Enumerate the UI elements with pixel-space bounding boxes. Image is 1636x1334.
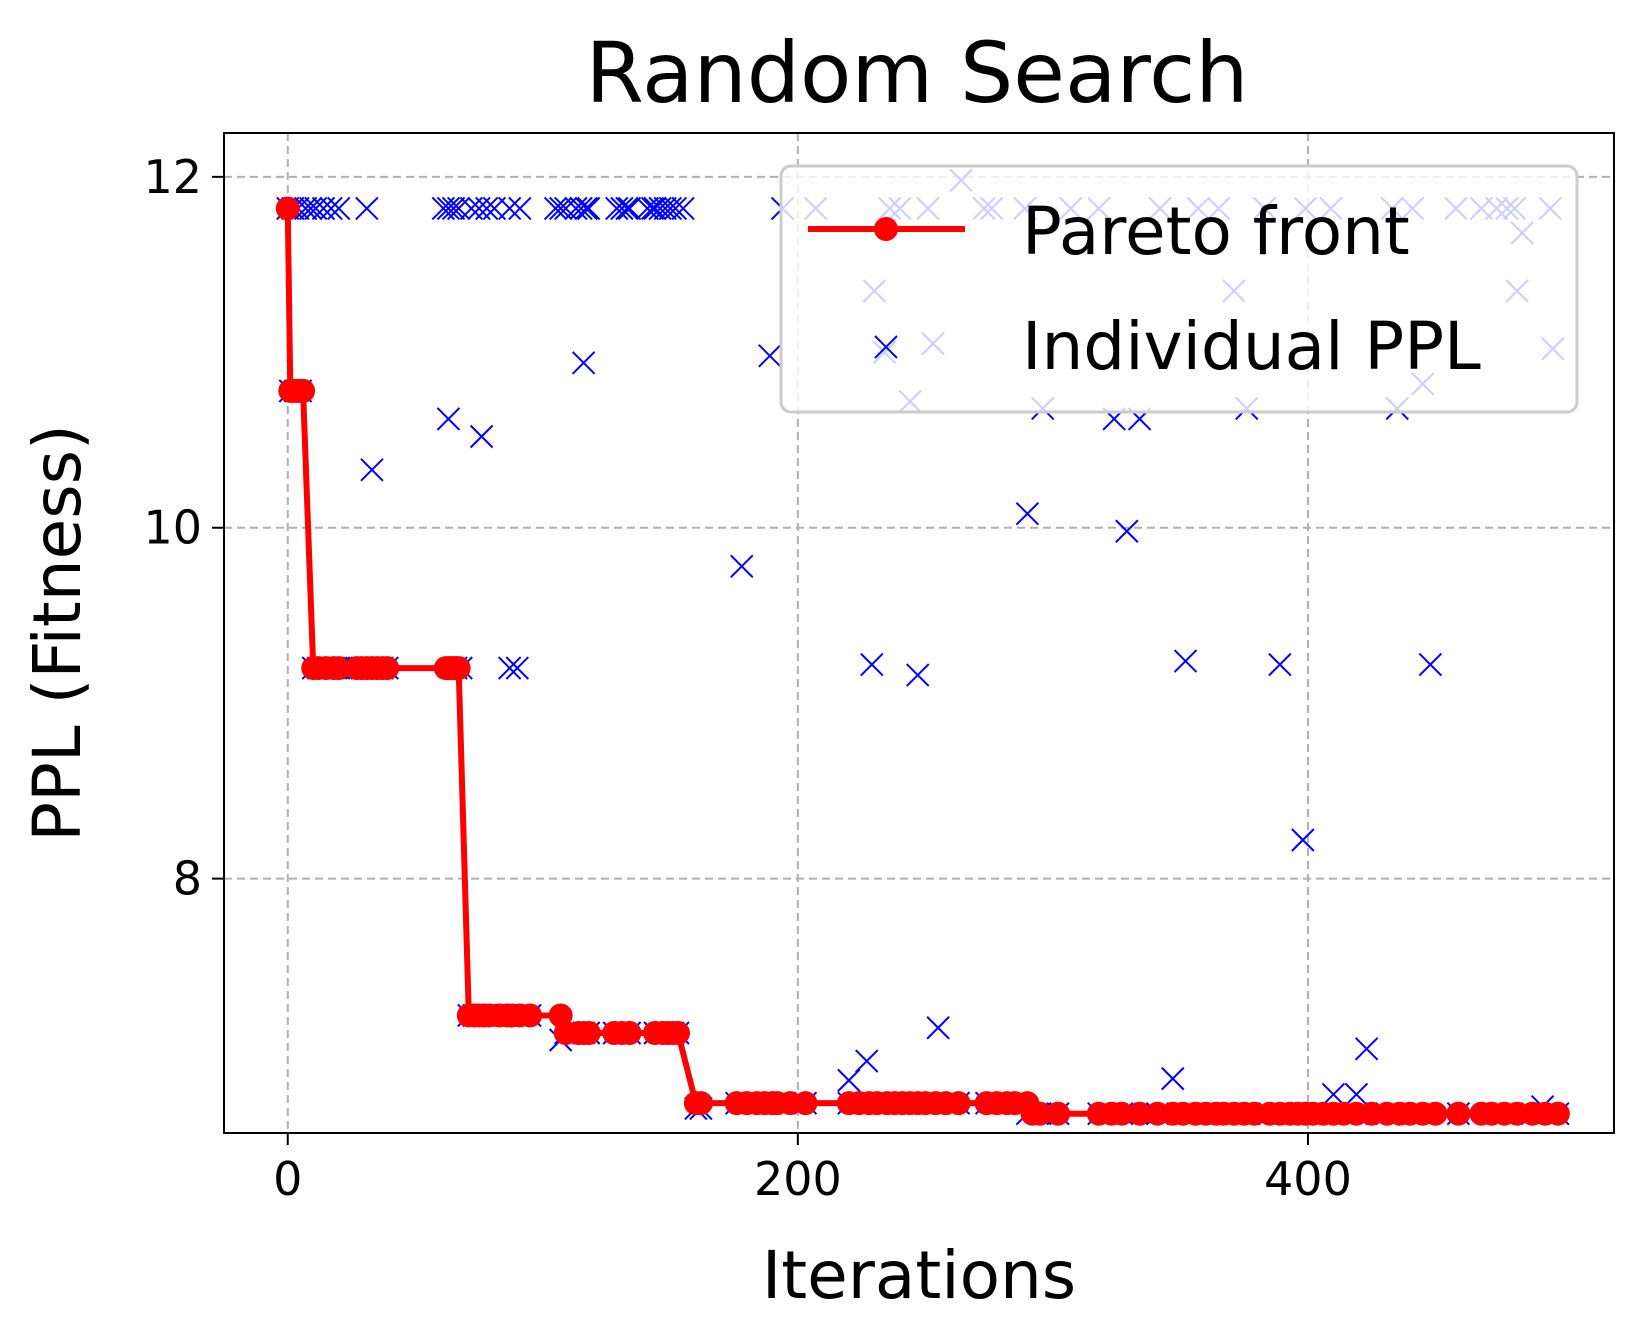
legend-pareto-label: Pareto front	[1022, 193, 1410, 270]
individual-ppl-point	[1173, 649, 1198, 673]
individual-ppl-point	[663, 196, 688, 221]
individual-ppl-point	[508, 196, 532, 221]
y-axis-label: PPL (Fitness)	[19, 424, 96, 841]
pareto-front-point	[1109, 1101, 1134, 1126]
x-axis-label: Iterations	[762, 1237, 1076, 1314]
pareto-front-point	[1127, 1101, 1152, 1126]
individual-ppl-point	[569, 196, 593, 221]
pareto-front-series	[275, 196, 1570, 1126]
pareto-front-point	[665, 1021, 690, 1045]
individual-ppl-point	[571, 351, 596, 375]
y-tick-label: 12	[143, 150, 202, 204]
legend-individual-label: Individual PPL	[1022, 308, 1481, 385]
legend: Pareto front Individual PPL	[779, 164, 1579, 414]
individual-ppl-point	[1268, 652, 1292, 677]
legend-pareto-marker	[874, 217, 898, 241]
legend-individual-marker	[874, 335, 898, 359]
pareto-front-point	[1545, 1101, 1570, 1126]
individual-ppl-point	[505, 656, 530, 680]
individual-ppl-point	[605, 196, 629, 221]
pareto-front-point	[1446, 1101, 1471, 1126]
individual-ppl-point	[355, 196, 379, 221]
pareto-front-point	[576, 1021, 601, 1045]
individual-ppl-point	[436, 196, 461, 221]
individual-ppl-point	[469, 424, 494, 449]
individual-ppl-point	[615, 196, 639, 221]
pareto-front-point	[1423, 1101, 1448, 1126]
individual-ppl-point	[1291, 828, 1315, 852]
pareto-front-point	[617, 1021, 642, 1045]
pareto-front-point	[518, 1003, 543, 1028]
individual-ppl-point	[1418, 652, 1443, 677]
pareto-front-point	[446, 656, 471, 681]
pareto-front-point	[1046, 1101, 1070, 1126]
individual-ppl-point	[837, 1068, 861, 1093]
individual-ppl-point	[671, 196, 695, 221]
individual-ppl-point	[1344, 1082, 1369, 1107]
individual-ppl-point	[1115, 519, 1139, 543]
pareto-front-point	[375, 656, 400, 681]
individual-ppl-point	[564, 196, 588, 221]
plot-frame	[223, 132, 1615, 1134]
individual-ppl-point	[926, 1016, 950, 1040]
x-tick-label: 0	[273, 1152, 302, 1206]
individual-ppl-point	[319, 196, 343, 221]
pareto-front-point	[688, 1091, 713, 1116]
individual-ppl-point	[730, 554, 754, 579]
y-tick-label: 10	[143, 501, 202, 555]
individual-ppl-point	[635, 196, 660, 221]
individual-ppl-point	[855, 1049, 879, 1073]
individual-ppl-point	[617, 196, 642, 221]
individual-ppl-point	[658, 196, 683, 221]
individual-ppl-point	[497, 196, 522, 221]
pareto-front-point	[1028, 1101, 1053, 1126]
x-tick-label: 400	[1264, 1152, 1352, 1206]
individual-ppl-point	[543, 196, 568, 221]
individual-ppl-point	[474, 196, 499, 221]
individual-ppl-point	[577, 196, 601, 221]
individual-ppl-point	[758, 344, 782, 368]
individual-ppl-point	[446, 196, 471, 221]
individual-ppl-point	[360, 458, 384, 482]
individual-ppl-point	[293, 196, 318, 221]
legend-box	[779, 164, 1579, 414]
individual-ppl-point	[1015, 501, 1040, 526]
y-axis-ticks: 8 10 12	[143, 150, 224, 906]
pareto-front-point	[793, 1091, 818, 1116]
individual-ppl-point	[610, 196, 634, 221]
individual-ppl-point	[860, 652, 884, 677]
individual-ppl-point	[436, 407, 461, 431]
individual-ppl-point	[441, 196, 466, 221]
individual-ppl-point	[574, 196, 598, 221]
chart-title: Random Search	[585, 24, 1248, 122]
x-tick-label: 200	[754, 1152, 842, 1206]
individual-ppl-point	[906, 663, 930, 687]
pareto-front-point	[291, 378, 316, 403]
individual-ppl-point	[1354, 1037, 1379, 1061]
individual-ppl-point	[497, 656, 522, 680]
individual-ppl-point	[640, 196, 665, 221]
individual-ppl-point	[327, 196, 351, 221]
individual-ppl-point	[653, 196, 677, 221]
y-tick-label: 8	[173, 852, 202, 906]
pareto-front-point	[326, 656, 351, 681]
individual-ppl-point	[1161, 1066, 1185, 1091]
individual-ppl-point	[1321, 1082, 1346, 1107]
pareto-front-point	[946, 1091, 971, 1116]
individual-ppl-point	[299, 196, 323, 221]
x-axis-ticks: 0 200 400	[273, 1133, 1352, 1206]
pareto-front-point	[275, 196, 300, 221]
